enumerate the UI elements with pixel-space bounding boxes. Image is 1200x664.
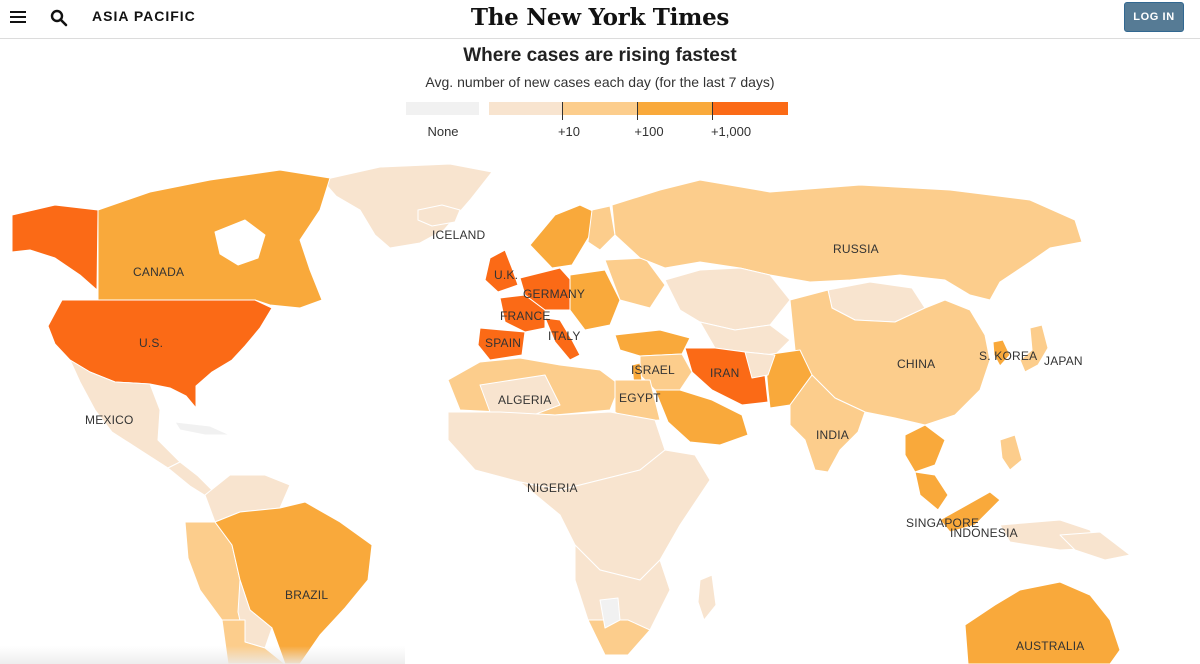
korea-region[interactable] <box>992 339 1011 367</box>
spain-region[interactable] <box>477 327 526 361</box>
legend-label-100: +100 <box>634 124 664 139</box>
italy-region[interactable] <box>544 317 581 361</box>
canada-region[interactable] <box>97 169 331 309</box>
search-icon[interactable] <box>50 9 68 27</box>
india-region[interactable] <box>789 374 866 473</box>
legend-swatch-level1 <box>489 102 563 115</box>
legend-swatch-level3 <box>638 102 713 115</box>
legend-swatch-level2 <box>563 102 638 115</box>
label-algeria: ALGERIA <box>498 393 551 407</box>
label-mexico: MEXICO <box>85 413 134 427</box>
afghanistan-region[interactable] <box>744 351 776 379</box>
legend-label-none: None <box>427 124 459 139</box>
alaska-region[interactable] <box>11 204 99 291</box>
label-singapore: SINGAPORE <box>906 516 979 530</box>
saudi-region[interactable] <box>654 389 749 446</box>
label-italy: ITALY <box>548 329 581 343</box>
kazakhstan-region[interactable] <box>664 267 791 331</box>
uk-region[interactable] <box>484 249 519 293</box>
legend-label-1000: +1,000 <box>710 124 752 139</box>
scandinavia-region[interactable] <box>529 204 596 269</box>
caribbean-region[interactable] <box>174 421 231 436</box>
label-nigeria: NIGERIA <box>527 481 578 495</box>
iceland-region[interactable] <box>417 204 461 227</box>
algeria-region[interactable] <box>479 374 561 421</box>
label-russia: RUSSIA <box>833 242 879 256</box>
sub-africa-gap <box>599 597 621 629</box>
label-israel: ISRAEL <box>631 363 675 377</box>
label-brazil: BRAZIL <box>285 588 328 602</box>
indonesia-region[interactable] <box>939 491 1001 533</box>
legend-swatch-none <box>406 102 479 115</box>
eastern-europe-region[interactable] <box>569 269 621 331</box>
label-india: INDIA <box>816 428 849 442</box>
australia-region[interactable] <box>964 581 1121 664</box>
turkey-region[interactable] <box>614 329 691 357</box>
world-map: ICELAND RUSSIA CANADA U.K. GERMANY FRANC… <box>11 163 1131 664</box>
section-link[interactable]: ASIA PACIFIC <box>92 8 196 24</box>
greenland-region[interactable] <box>321 163 493 249</box>
philippines-region[interactable] <box>999 434 1023 471</box>
finland-region[interactable] <box>587 205 616 251</box>
ukraine-region[interactable] <box>604 257 666 309</box>
label-japan: JAPAN <box>1044 354 1083 368</box>
papua-region[interactable] <box>1059 531 1131 561</box>
usa-region[interactable] <box>47 299 273 409</box>
label-skorea: S. KOREA <box>979 349 1037 363</box>
legend-tick <box>712 102 713 120</box>
thailand-region[interactable] <box>904 424 946 473</box>
malaysia-region[interactable] <box>914 471 949 511</box>
legend-tick <box>637 102 638 120</box>
south-africa-region[interactable] <box>587 619 651 656</box>
label-indonesia: INDONESIA <box>950 526 1018 540</box>
legend-tick <box>562 102 563 120</box>
login-button[interactable]: LOG IN <box>1124 2 1184 32</box>
label-china: CHINA <box>897 357 935 371</box>
central-america-region[interactable] <box>167 461 213 497</box>
label-uk: U.K. <box>494 268 518 282</box>
legend-label-10: +10 <box>557 124 581 139</box>
label-us: U.S. <box>139 336 163 350</box>
label-egypt: EGYPT <box>619 391 661 405</box>
map-labels: ICELAND RUSSIA CANADA U.K. GERMANY FRANC… <box>85 228 1085 653</box>
map-title: Where cases are rising fastest <box>463 45 737 66</box>
masthead-logo[interactable]: The New York Times <box>470 4 730 31</box>
top-bar: ASIA PACIFIC The New York Times LOG IN <box>0 0 1200 39</box>
label-australia: AUSTRALIA <box>1016 639 1085 653</box>
label-iran: IRAN <box>710 366 739 380</box>
madagascar-region[interactable] <box>697 574 717 621</box>
label-spain: SPAIN <box>485 336 521 350</box>
label-canada: CANADA <box>133 265 184 279</box>
bottom-fade-overlay <box>0 646 405 664</box>
label-france: FRANCE <box>500 309 551 323</box>
hudson-bay <box>214 219 266 266</box>
label-iceland: ICELAND <box>432 228 486 242</box>
japan-region[interactable] <box>1019 324 1049 373</box>
map-subtitle: Avg. number of new cases each day (for t… <box>425 74 775 90</box>
label-germany: GERMANY <box>523 287 585 301</box>
menu-icon[interactable] <box>10 11 26 25</box>
legend-swatch-level4 <box>713 102 788 115</box>
russia-region[interactable] <box>611 179 1083 301</box>
